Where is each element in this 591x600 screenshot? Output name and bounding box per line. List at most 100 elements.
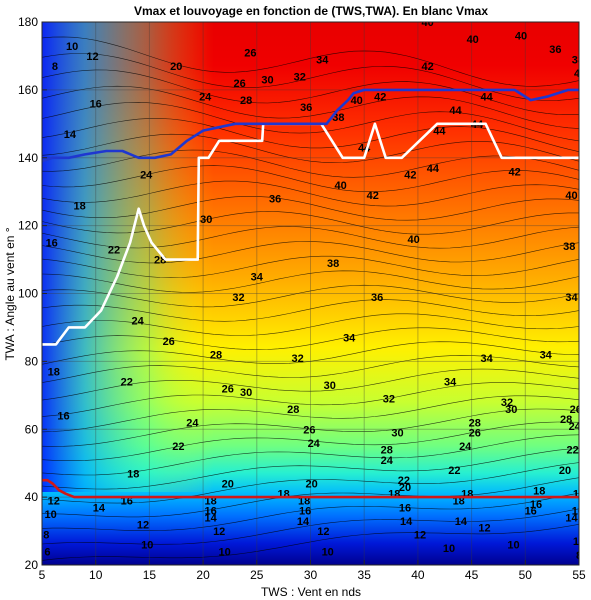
- y-tick-label: 120: [18, 219, 38, 233]
- contour-label: 28: [381, 445, 393, 457]
- x-tick-label: 40: [411, 568, 425, 582]
- contour-label: 24: [140, 170, 153, 182]
- contour-label: 20: [559, 465, 571, 477]
- contour-label: 18: [204, 496, 216, 508]
- contour-label: 16: [530, 499, 542, 511]
- x-tick-label: 5: [39, 568, 46, 582]
- contour-line: [42, 368, 579, 401]
- y-tick-label: 160: [18, 83, 38, 97]
- contour-label: 32: [501, 397, 513, 409]
- contour-label: 18: [573, 489, 585, 501]
- series-line-0: [42, 122, 579, 346]
- contour-label: 34: [540, 350, 553, 362]
- contour-label: 26: [244, 48, 256, 60]
- contour-line: [42, 255, 579, 279]
- x-axis-label: TWS : Vent en nds: [261, 585, 361, 599]
- contour-label: 18: [533, 485, 545, 497]
- series-line-2: [42, 478, 579, 499]
- contour-label: 44: [433, 126, 446, 138]
- contour-label: 38: [332, 112, 344, 124]
- contour-label: 14: [455, 516, 468, 528]
- contour-label: 44: [449, 105, 462, 117]
- contour-label: 38: [563, 241, 575, 253]
- contour-label: 40: [351, 95, 363, 107]
- contour-label: 40: [421, 17, 433, 29]
- contour-line: [42, 462, 579, 504]
- contour-label: 40: [334, 180, 346, 192]
- contour-label: 16: [57, 411, 69, 423]
- contour-line: [42, 408, 579, 447]
- contour-label: 16: [204, 506, 216, 518]
- contour-label: 16: [46, 238, 58, 250]
- contour-label: 42: [374, 92, 386, 104]
- contour-label: 16: [90, 98, 102, 110]
- contour-label: 12: [48, 496, 60, 508]
- x-tick-label: 50: [519, 568, 533, 582]
- contour-label: 44: [480, 92, 493, 104]
- y-tick-label: 20: [25, 558, 39, 572]
- contour-label: 34: [444, 377, 457, 389]
- contour-label: 12: [414, 530, 426, 542]
- contour-label: 28: [469, 418, 481, 430]
- contour-label: 36: [549, 44, 561, 56]
- contour-line: [42, 434, 579, 476]
- contour-label: 20: [305, 479, 317, 491]
- contour-label: 18: [453, 496, 465, 508]
- contour-label: 36: [300, 102, 312, 114]
- contour-label: 42: [367, 190, 379, 202]
- contour-label: 12: [317, 526, 329, 538]
- contour-label: 44: [427, 163, 440, 175]
- chart-title: Vmax et louvoyage en fonction de (TWS,TW…: [134, 4, 488, 18]
- contour-label: 40: [467, 34, 479, 46]
- contour-label: 10: [507, 540, 519, 552]
- contour-line: [42, 382, 579, 417]
- y-tick-label: 60: [25, 422, 39, 436]
- contour-label: 30: [200, 214, 212, 226]
- contour-label: 6: [44, 546, 50, 558]
- y-tick-label: 40: [25, 490, 39, 504]
- contour-label: 24: [131, 316, 144, 328]
- contour-line: [42, 85, 579, 129]
- contour-label: 16: [399, 502, 411, 514]
- x-tick-label: 45: [465, 568, 479, 582]
- contour-label: 20: [170, 61, 182, 73]
- contour-label: 28: [210, 350, 222, 362]
- contour-label: 22: [398, 475, 410, 487]
- contour-label: 18: [298, 496, 310, 508]
- contour-line: [42, 492, 579, 532]
- x-tick-label: 35: [358, 568, 372, 582]
- contour-label: 24: [459, 441, 472, 453]
- contour-line: [42, 196, 579, 221]
- contour-line: [42, 341, 579, 365]
- contour-label: 10: [141, 540, 153, 552]
- contour-label: 26: [570, 404, 582, 416]
- contour-line: [42, 69, 579, 116]
- x-tick-label: 10: [89, 568, 103, 582]
- contour-label: 14: [64, 129, 77, 141]
- contour-line: [42, 284, 579, 308]
- y-tick-label: 100: [18, 287, 38, 301]
- contour-label: 18: [277, 489, 289, 501]
- contour-label: 40: [407, 234, 419, 246]
- contour-line: [42, 133, 579, 164]
- contour-label: 22: [566, 445, 578, 457]
- contour-label: 14: [204, 513, 217, 525]
- contour-label: 24: [186, 418, 199, 430]
- contour-label: 8: [52, 61, 58, 73]
- contour-label: 34: [480, 353, 493, 365]
- contour-label: 24: [569, 421, 582, 433]
- contour-label: 14: [400, 516, 413, 528]
- contour-label: 18: [48, 367, 60, 379]
- contour-label: 32: [383, 394, 395, 406]
- contour-label: 24: [308, 438, 321, 450]
- contour-label: 34: [251, 272, 264, 284]
- contour-label: 38: [327, 258, 339, 270]
- contour-label: 14: [297, 516, 310, 528]
- contour-label: 32: [291, 353, 303, 365]
- x-tick-label: 15: [143, 568, 157, 582]
- contour-label: 34: [343, 333, 356, 345]
- contour-label: 10: [44, 509, 56, 521]
- contour-label: 18: [388, 489, 400, 501]
- contour-line: [42, 180, 579, 207]
